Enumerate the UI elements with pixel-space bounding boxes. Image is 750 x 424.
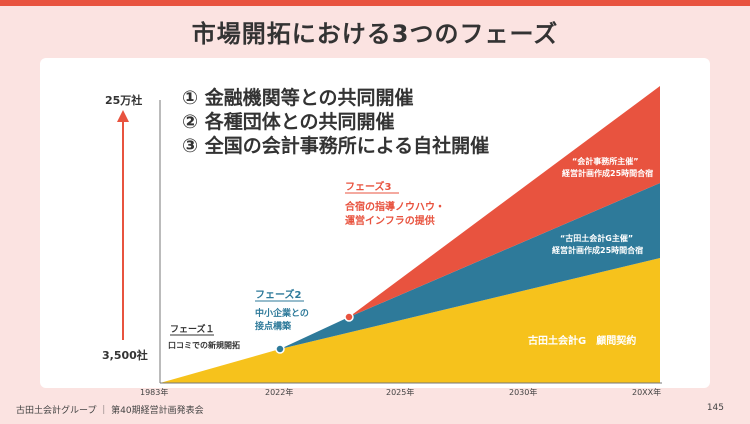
x-tick-label: 2022年 [265, 387, 293, 397]
strategy-item: ② 各種団体との共同開催 [182, 110, 395, 133]
y-top-label: 25万社 [105, 93, 142, 107]
blue-area-label: 経営計画作成25時間合宿 [552, 245, 643, 255]
red-area-label: “会計事務所主催” [572, 156, 639, 166]
phase3-desc: 運営インフラの提供 [345, 214, 435, 227]
phase2-marker [275, 344, 285, 354]
x-tick-label: 1983年 [140, 387, 168, 397]
phase2-label: フェーズ2 [255, 288, 301, 301]
blue-area [280, 183, 660, 349]
red-area [349, 86, 660, 317]
phase3-label: フェーズ3 [345, 180, 391, 193]
phase1-label: フェーズ１ [170, 323, 215, 335]
red-area-label: 経営計画作成25時間合宿 [562, 168, 653, 178]
growth-arrow-head [117, 110, 129, 122]
x-tick-label: 2025年 [386, 387, 414, 397]
yellow-area [160, 258, 660, 383]
x-tick-label: 2030年 [509, 387, 537, 397]
top-accent-bar [0, 0, 750, 6]
page-number: 145 [706, 403, 724, 413]
yellow-area-label: 古田土会計G 顧問契約 [528, 334, 636, 347]
strategy-item: ③ 全国の会計事務所による自社開催 [182, 134, 489, 157]
x-tick-label: 20XX年 [632, 387, 661, 397]
phase2-desc: 接点構築 [255, 320, 292, 332]
phase3-marker [344, 312, 354, 322]
y-bottom-label: 3,500社 [102, 348, 148, 362]
page-title: 市場開拓における3つのフェーズ [191, 20, 559, 48]
strategy-item: ① 金融機関等との共同開催 [182, 86, 414, 109]
phase1-desc: 口コミでの新規開拓 [168, 340, 240, 350]
blue-area-label: “古田土会計G主催” [560, 233, 633, 243]
phase2-desc: 中小企業との [255, 307, 309, 319]
footer-text: 古田土会計グループ ｜ 第40期経営計画発表会 [16, 406, 204, 416]
phase3-desc: 合宿の指導ノウハウ・ [344, 200, 445, 213]
